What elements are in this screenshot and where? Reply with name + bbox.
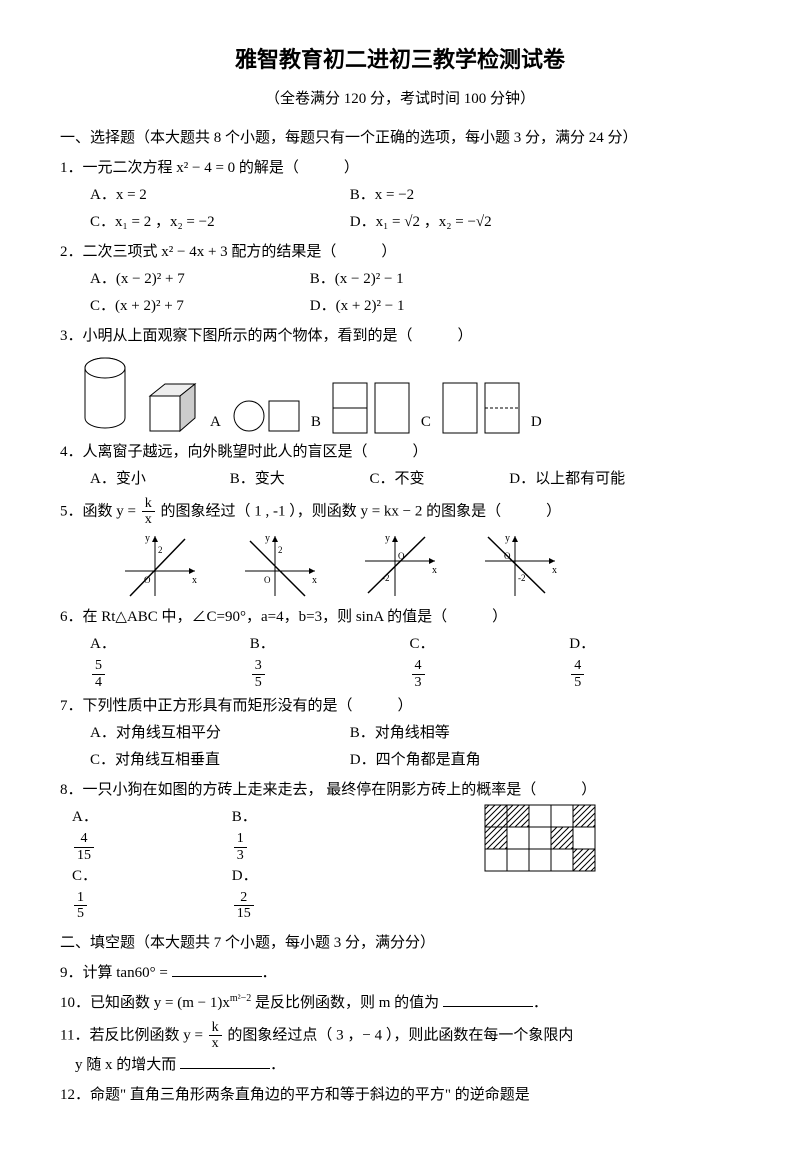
q9-blank [172, 961, 262, 977]
question-7: 7．下列性质中正方形具有而矩形没有的是（ ） A．对角线互相平分 B．对角线相等… [60, 693, 740, 774]
q8-opt-c: C．15 [72, 863, 192, 922]
svg-text:x: x [192, 575, 197, 586]
q3-label-b: B [311, 409, 321, 436]
q5-graph-b: xy 2O B [240, 531, 320, 601]
q2-opt-c: C．(x + 2)² + 7 [90, 293, 270, 320]
q2-opt-a: A．(x − 2)² + 7 [90, 266, 270, 293]
q6-opt-a: A．54 [90, 631, 210, 690]
q3-label-c: C [421, 409, 431, 436]
svg-text:x: x [552, 565, 557, 576]
svg-text:y: y [265, 533, 270, 544]
svg-text:x: x [312, 575, 317, 586]
svg-text:y: y [385, 533, 390, 544]
page-title: 雅智教育初二进初三教学检测试卷 [60, 40, 740, 80]
q4-opt-c: C．不变 [370, 466, 470, 493]
q6-opt-c: C．43 [410, 631, 530, 690]
q3-opt-c-icon [331, 381, 411, 436]
q6-stem: 6．在 Rt△ABC 中，∠C=90°，a=4，b=3，则 sinA 的值是（ … [60, 604, 740, 631]
svg-text:x: x [432, 565, 437, 576]
q4-opt-b: B．变大 [230, 466, 330, 493]
q8-grid [484, 804, 596, 872]
q2-opt-d: D．(x + 2)² − 1 [310, 293, 405, 320]
q8-opt-a: A．415 [72, 804, 192, 863]
q7-opt-b: B．对角线相等 [350, 720, 450, 747]
q4-opt-a: A．变小 [90, 466, 190, 493]
q8-stem: 8．一只小狗在如图的方砖上走来走去， 最终停在阴影方砖上的概率是（ ） [60, 777, 740, 804]
q3-label-a: A [210, 409, 221, 436]
question-5: 5．函数 y = kx 的图象经过（ 1 , -1 ），则函数 y = kx −… [60, 496, 740, 602]
q3-opt-b-icon [231, 391, 301, 436]
q5-graph-c: xy -2O C [360, 531, 440, 601]
svg-text:O: O [264, 575, 271, 585]
question-1: 1．一元二次方程 x² − 4 = 0 的解是（ ） A．x = 2 B．x =… [60, 155, 740, 236]
q7-opt-c: C．对角线互相垂直 [90, 747, 310, 774]
q5-frac: kx [142, 496, 155, 528]
question-12: 12．命题" 直角三角形两条直角边的平方和等于斜边的平方" 的逆命题是 [60, 1082, 740, 1109]
q7-stem: 7．下列性质中正方形具有而矩形没有的是（ ） [60, 693, 740, 720]
cylinder-icon [80, 356, 130, 436]
q1-opt-a: A．x = 2 [90, 182, 310, 209]
question-11: 11．若反比例函数 y = kx 的图象经过点（ 3 ，− 4 ），则此函数在每… [60, 1020, 740, 1079]
svg-text:2: 2 [278, 545, 283, 555]
q1-opt-b: B．x = −2 [350, 182, 414, 209]
svg-text:-2: -2 [518, 573, 526, 583]
section-1-heading: 一、选择题（本大题共 8 个小题，每题只有一个正确的选项，每小题 3 分，满分 … [60, 125, 740, 152]
svg-text:2: 2 [158, 545, 163, 555]
page-subtitle: （全卷满分 120 分，考试时间 100 分钟） [60, 86, 740, 113]
question-6: 6．在 Rt△ABC 中，∠C=90°，a=4，b=3，则 sinA 的值是（ … [60, 604, 740, 690]
q4-stem: 4．人离窗子越远，向外眺望时此人的盲区是（ ） [60, 439, 740, 466]
q6-opt-d: D．45 [569, 631, 689, 690]
q8-opt-b: B．13 [232, 804, 352, 863]
question-10: 10．已知函数 y = (m − 1)xm²−2 是反比例函数，则 m 的值为 … [60, 990, 740, 1017]
q6-opt-b: B．35 [250, 631, 370, 690]
q5-stem-pre: 5．函数 y = [60, 503, 140, 519]
q5-graph-d: xy -2O D [480, 531, 560, 601]
svg-text:y: y [505, 533, 510, 544]
q3-shapes: A B C D [80, 356, 740, 436]
question-4: 4．人离窗子越远，向外眺望时此人的盲区是（ ） A．变小 B．变大 C．不变 D… [60, 439, 740, 493]
q11-blank [180, 1053, 270, 1069]
cube-icon [140, 376, 200, 436]
q1-opt-c: C．x₁ = 2 ，x₂ = −2 [90, 209, 310, 236]
q10-blank [443, 991, 533, 1007]
q7-opt-a: A．对角线互相平分 [90, 720, 310, 747]
section-2-heading: 二、填空题（本大题共 7 个小题，每小题 3 分，满分分） [60, 930, 740, 957]
question-9: 9．计算 tan60° = ． [60, 960, 740, 987]
q3-opt-d-icon [441, 381, 521, 436]
q5-stem: 5．函数 y = kx 的图象经过（ 1 , -1 ），则函数 y = kx −… [60, 496, 740, 528]
question-8: 8．一只小狗在如图的方砖上走来走去， 最终停在阴影方砖上的概率是（ ） A．41… [60, 777, 740, 922]
q8-opt-d: D．215 [232, 863, 352, 922]
question-2: 2．二次三项式 x² − 4x + 3 配方的结果是（ ） A．(x − 2)²… [60, 239, 740, 320]
q3-stem: 3．小明从上面观察下图所示的两个物体，看到的是（ ） [60, 323, 740, 350]
q5-graphs: xy 2O A xy 2O B xy -2O C xy -2O D [120, 531, 740, 601]
q5-graph-a: xy 2O A [120, 531, 200, 601]
q5-stem-post: 的图象经过（ 1 , -1 ），则函数 y = kx − 2 的图象是（ ） [160, 503, 561, 519]
q4-opt-d: D．以上都有可能 [509, 466, 625, 493]
q1-stem: 1．一元二次方程 x² − 4 = 0 的解是（ ） [60, 155, 740, 182]
q3-label-d: D [531, 409, 542, 436]
q2-opt-b: B．(x − 2)² − 1 [310, 266, 404, 293]
q1-opt-d: D．x₁ = √2 ，x₂ = −√2 [350, 209, 492, 236]
q7-opt-d: D．四个角都是直角 [350, 747, 481, 774]
question-3: 3．小明从上面观察下图所示的两个物体，看到的是（ ） A B C [60, 323, 740, 436]
svg-text:y: y [145, 533, 150, 544]
q2-stem: 2．二次三项式 x² − 4x + 3 配方的结果是（ ） [60, 239, 740, 266]
